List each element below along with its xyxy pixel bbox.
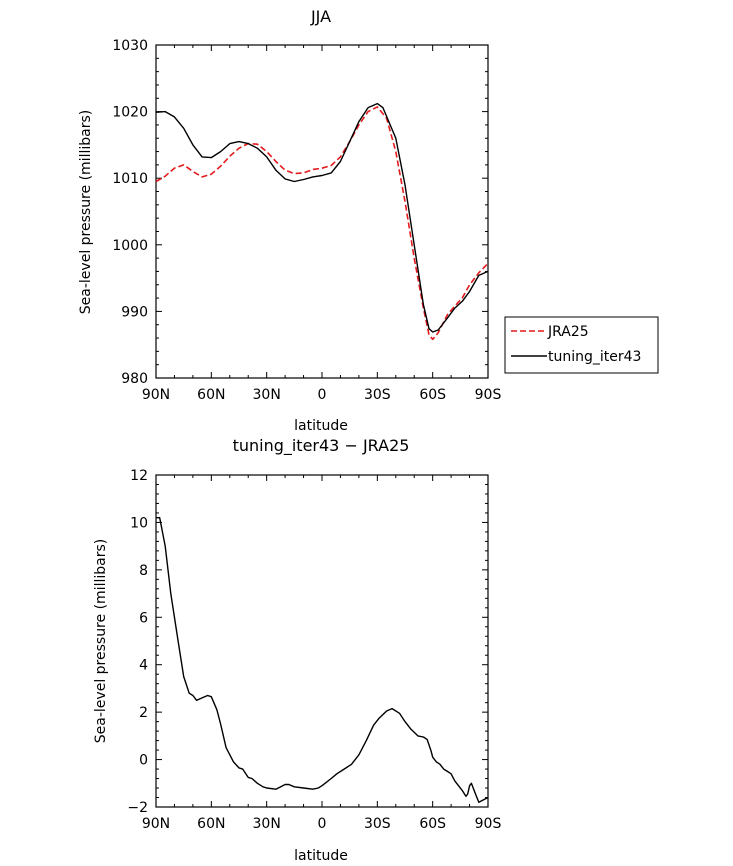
bottom-x-axis-label: latitude xyxy=(294,848,348,864)
top-x-tick-label: 30N xyxy=(253,387,281,403)
top-y-tick-label: 1030 xyxy=(112,38,148,54)
legend-box xyxy=(504,316,659,374)
top-x-tick-label: 30S xyxy=(364,387,391,403)
top-x-tick-label: 60S xyxy=(419,387,446,403)
bottom-y-tick-label: 8 xyxy=(139,563,148,579)
top-plot-frame xyxy=(155,44,489,379)
top-y-tick-label: 1010 xyxy=(112,171,148,187)
bottom-y-tick-label: −2 xyxy=(127,800,148,816)
bottom-series-line-difference xyxy=(156,517,489,803)
legend: JRA25 tuning_iter43 xyxy=(504,316,659,374)
top-y-tick-label: 980 xyxy=(121,371,148,387)
top-y-axis-label: Sea-level pressure (millibars) xyxy=(78,110,94,314)
top-x-tick-label: 90N xyxy=(142,387,170,403)
top-chart-title: JJA xyxy=(310,7,331,26)
bottom-chart-panel: tuning_iter43 − JRA25 90N 60N 30N 0 30S 60S 90… xyxy=(93,436,501,864)
top-x-tick-label: 60N xyxy=(197,387,225,403)
bottom-y-tick-label: 12 xyxy=(130,468,148,484)
bottom-y-tick-label: 4 xyxy=(139,658,148,674)
bottom-x-tick-label: 90S xyxy=(475,816,502,832)
bottom-chart-title: tuning_iter43 − JRA25 xyxy=(233,436,410,456)
top-series-line-tuning-iter43 xyxy=(155,102,489,333)
top-plot-area: 90N 60N 30N 0 30S 60S 90S 980 990 1000 1010 1020 103… xyxy=(112,38,501,403)
top-x-axis-label: latitude xyxy=(294,418,348,434)
bottom-y-tick-label: 6 xyxy=(139,610,148,626)
legend-label-jra25: JRA25 xyxy=(547,324,589,340)
top-x-tick-label: 90S xyxy=(475,387,502,403)
bottom-plot-frame xyxy=(155,474,489,808)
bottom-x-tick-label: 90N xyxy=(142,816,170,832)
bottom-y-axis-label: Sea-level pressure (millibars) xyxy=(93,539,109,743)
bottom-plot-area: 90N 60N 30N 0 30S 60S 90S −2 0 2 4 6 8 10 12 xyxy=(127,468,501,832)
top-y-tick-label: 1000 xyxy=(112,238,148,254)
top-y-tick-label: 990 xyxy=(121,304,148,320)
bottom-y-tick-label: 0 xyxy=(139,753,148,769)
bottom-y-tick-label: 10 xyxy=(130,515,148,531)
top-y-tick-label: 1020 xyxy=(112,105,148,121)
top-series-line-jra25 xyxy=(155,106,489,341)
top-x-tick-label: 0 xyxy=(318,387,327,403)
bottom-x-tick-label: 0 xyxy=(318,816,327,832)
bottom-x-tick-label: 60N xyxy=(197,816,225,832)
top-chart-panel: JJA 90N 60N 30N 0 30S 60S 90S 980 990 1000 1010 102… xyxy=(78,7,501,434)
bottom-y-tick-label: 2 xyxy=(139,705,148,721)
bottom-x-tick-label: 60S xyxy=(419,816,446,832)
bottom-x-tick-label: 30N xyxy=(253,816,281,832)
legend-label-tuning-iter43: tuning_iter43 xyxy=(548,349,641,365)
bottom-x-tick-label: 30S xyxy=(364,816,391,832)
